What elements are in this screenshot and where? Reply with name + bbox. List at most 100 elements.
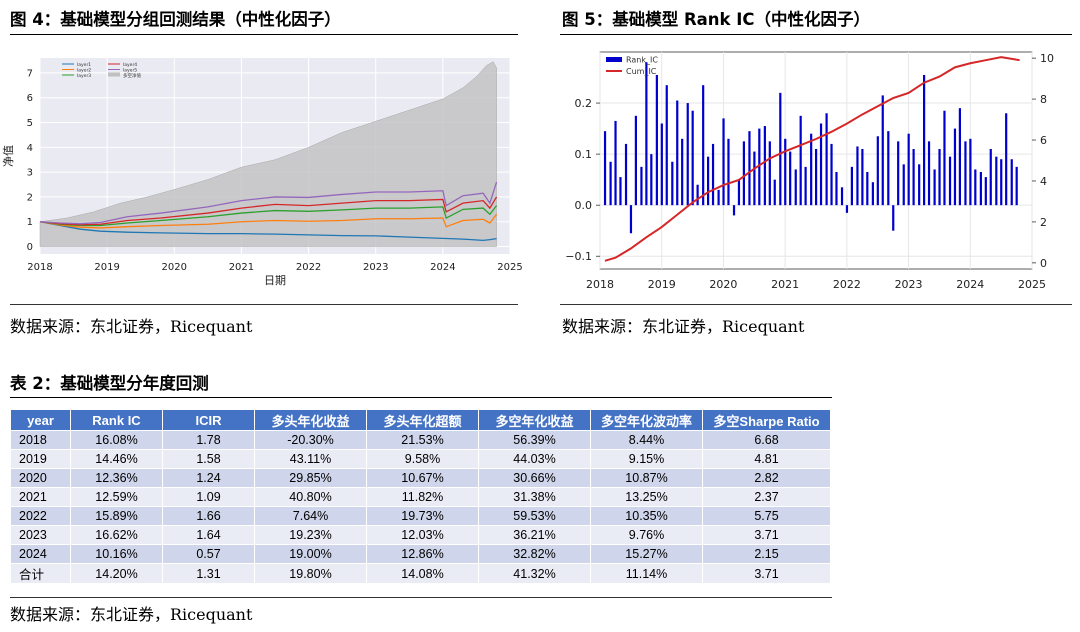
rank-ic-bar <box>624 143 628 206</box>
rank-ic-bar <box>979 171 982 206</box>
rank-ic-bar <box>603 131 607 206</box>
rank-ic-bar <box>1000 159 1003 206</box>
table-row: 2019 14.46% 1.58 43.11% 9.58% 44.03% 9.15% 4.81 <box>10 449 831 469</box>
fig4-chart: 2018 2019 2020 2021 2022 2023 2024 2025 0 1 2 3 4 5 6 7… <box>1 58 523 287</box>
rank-ic-bar <box>850 166 853 206</box>
rank-ic-bar <box>804 166 807 206</box>
table-cell: 2.82 <box>702 468 831 488</box>
rank-ic-bar <box>845 205 849 213</box>
y-tick-label: 2 <box>27 192 33 203</box>
table-cell: 31.38% <box>478 487 591 507</box>
rank-ic-bar <box>984 177 987 206</box>
x-tick-label: 2022 <box>296 262 321 273</box>
table-cell: 1.66 <box>162 506 255 526</box>
table-row: 2022 15.89% 1.66 7.64% 19.73% 59.53% 10.35% 5.7… <box>10 506 831 526</box>
table-cell: 32.82% <box>478 544 591 564</box>
rank-ic-bar <box>609 161 612 206</box>
table-cell: 9.58% <box>366 449 479 469</box>
rank-ic-bar <box>789 151 792 206</box>
series-line-layer5 <box>39 181 498 225</box>
rank-ic-bar <box>681 138 684 206</box>
table-header-cell: 多空年化收益 <box>478 409 591 431</box>
y-right-tick-label: 8 <box>1040 93 1047 106</box>
table-row: 2024 10.16% 0.57 19.00% 12.86% 32.82% 15.27% 2.… <box>10 544 831 564</box>
fig4-title-rule <box>10 34 518 35</box>
rank-ic-bar <box>753 151 756 206</box>
table-cell: 14.20% <box>70 563 163 584</box>
fig5-source: 数据来源：东北证券，Ricequant <box>562 317 805 336</box>
rank-ic-bar <box>702 85 705 206</box>
rank-ic-bar <box>974 169 977 206</box>
table-cell: 9.15% <box>590 449 703 469</box>
rank-ic-bar <box>742 141 745 206</box>
rank-ic-bar <box>861 149 864 206</box>
table2-source: 数据来源：东北证券，Ricequant <box>10 605 253 624</box>
x-tick-label: 2024 <box>956 278 984 291</box>
rank-ic-bar <box>737 179 741 206</box>
fig4-source-rule <box>10 304 518 305</box>
rank-ic-bar <box>969 138 972 206</box>
rank-ic-bar <box>912 149 915 206</box>
x-tick-label: 2020 <box>162 262 187 273</box>
x-tick-label: 2024 <box>430 262 455 273</box>
y-left-tick-label: 0.1 <box>575 148 593 161</box>
rank-ic-bar <box>717 189 720 206</box>
table-cell: 6.68 <box>702 430 831 450</box>
table-cell: 10.87% <box>590 468 703 488</box>
rank-ic-bar <box>711 143 715 206</box>
x-tick-label: 2021 <box>229 262 254 273</box>
rank-ic-bar <box>727 138 730 206</box>
table-header-cell: year <box>10 409 71 431</box>
y-right-tick-label: 4 <box>1040 175 1047 188</box>
legend-label: Cum_IC <box>626 67 657 76</box>
table-cell: 40.80% <box>254 487 367 507</box>
x-axis-label: 日期 <box>264 274 286 287</box>
table-cell: 2.15 <box>702 544 831 564</box>
table2-source-rule <box>10 597 832 598</box>
table-cell: 5.75 <box>702 506 831 526</box>
x-tick-label: 2020 <box>709 278 737 291</box>
rank-ic-bar <box>856 146 859 206</box>
table-cell: 11.14% <box>590 563 703 584</box>
series-line-layer3 <box>39 205 498 227</box>
table-cell: 8.44% <box>590 430 703 450</box>
table-cell: 12.59% <box>70 487 163 507</box>
table-cell: 14.08% <box>366 563 479 584</box>
y-right-tick-label: 2 <box>1040 216 1047 229</box>
x-tick-label: 2019 <box>648 278 676 291</box>
table-cell: 13.25% <box>590 487 703 507</box>
fig4-source: 数据来源：东北证券，Ricequant <box>10 317 253 336</box>
table-header-cell: ICIR <box>162 409 255 431</box>
rank-ic-bar <box>665 85 668 206</box>
rank-ic-bar <box>660 123 663 206</box>
rank-ic-bar <box>732 205 736 216</box>
table-cell: 16.08% <box>70 430 163 450</box>
y-tick-label: 3 <box>27 168 33 179</box>
rank-ic-bar <box>815 149 818 206</box>
x-tick-label: 2022 <box>833 278 861 291</box>
table-cell: 12.03% <box>366 525 479 545</box>
rank-ic-bar <box>953 128 957 206</box>
table-row: 2021 12.59% 1.09 40.80% 11.82% 31.38% 13.25% 2.… <box>10 487 831 507</box>
table-row: 2020 12.36% 1.24 29.85% 10.67% 30.66% 10.87% 2.… <box>10 468 831 488</box>
rank-ic-bar <box>676 100 679 206</box>
legend: Rank_IC Cum_IC <box>606 56 658 76</box>
table-cell: 0.57 <box>162 544 255 564</box>
table-cell: 4.81 <box>702 449 831 469</box>
rank-ic-bar <box>819 123 823 206</box>
rank-ic-bar <box>881 95 884 206</box>
table-header-cell: 多空Sharpe Ratio <box>702 409 831 431</box>
rank-ic-bar <box>897 141 900 206</box>
rank-ic-bar <box>773 179 776 206</box>
series-line-layer2 <box>39 213 498 229</box>
rank-ic-bar <box>686 103 689 206</box>
table-cell: 29.85% <box>254 468 367 488</box>
series-line-layer4 <box>39 196 498 226</box>
table-cell: 44.03% <box>478 449 591 469</box>
fig5-source-rule <box>560 304 1072 305</box>
table-header-cell: 多空年化波动率 <box>590 409 703 431</box>
x-tick-label: 2023 <box>363 262 388 273</box>
table-cell: 19.73% <box>366 506 479 526</box>
rank-ic-bar <box>938 149 941 206</box>
table-header-cell: 多头年化收益 <box>254 409 367 431</box>
